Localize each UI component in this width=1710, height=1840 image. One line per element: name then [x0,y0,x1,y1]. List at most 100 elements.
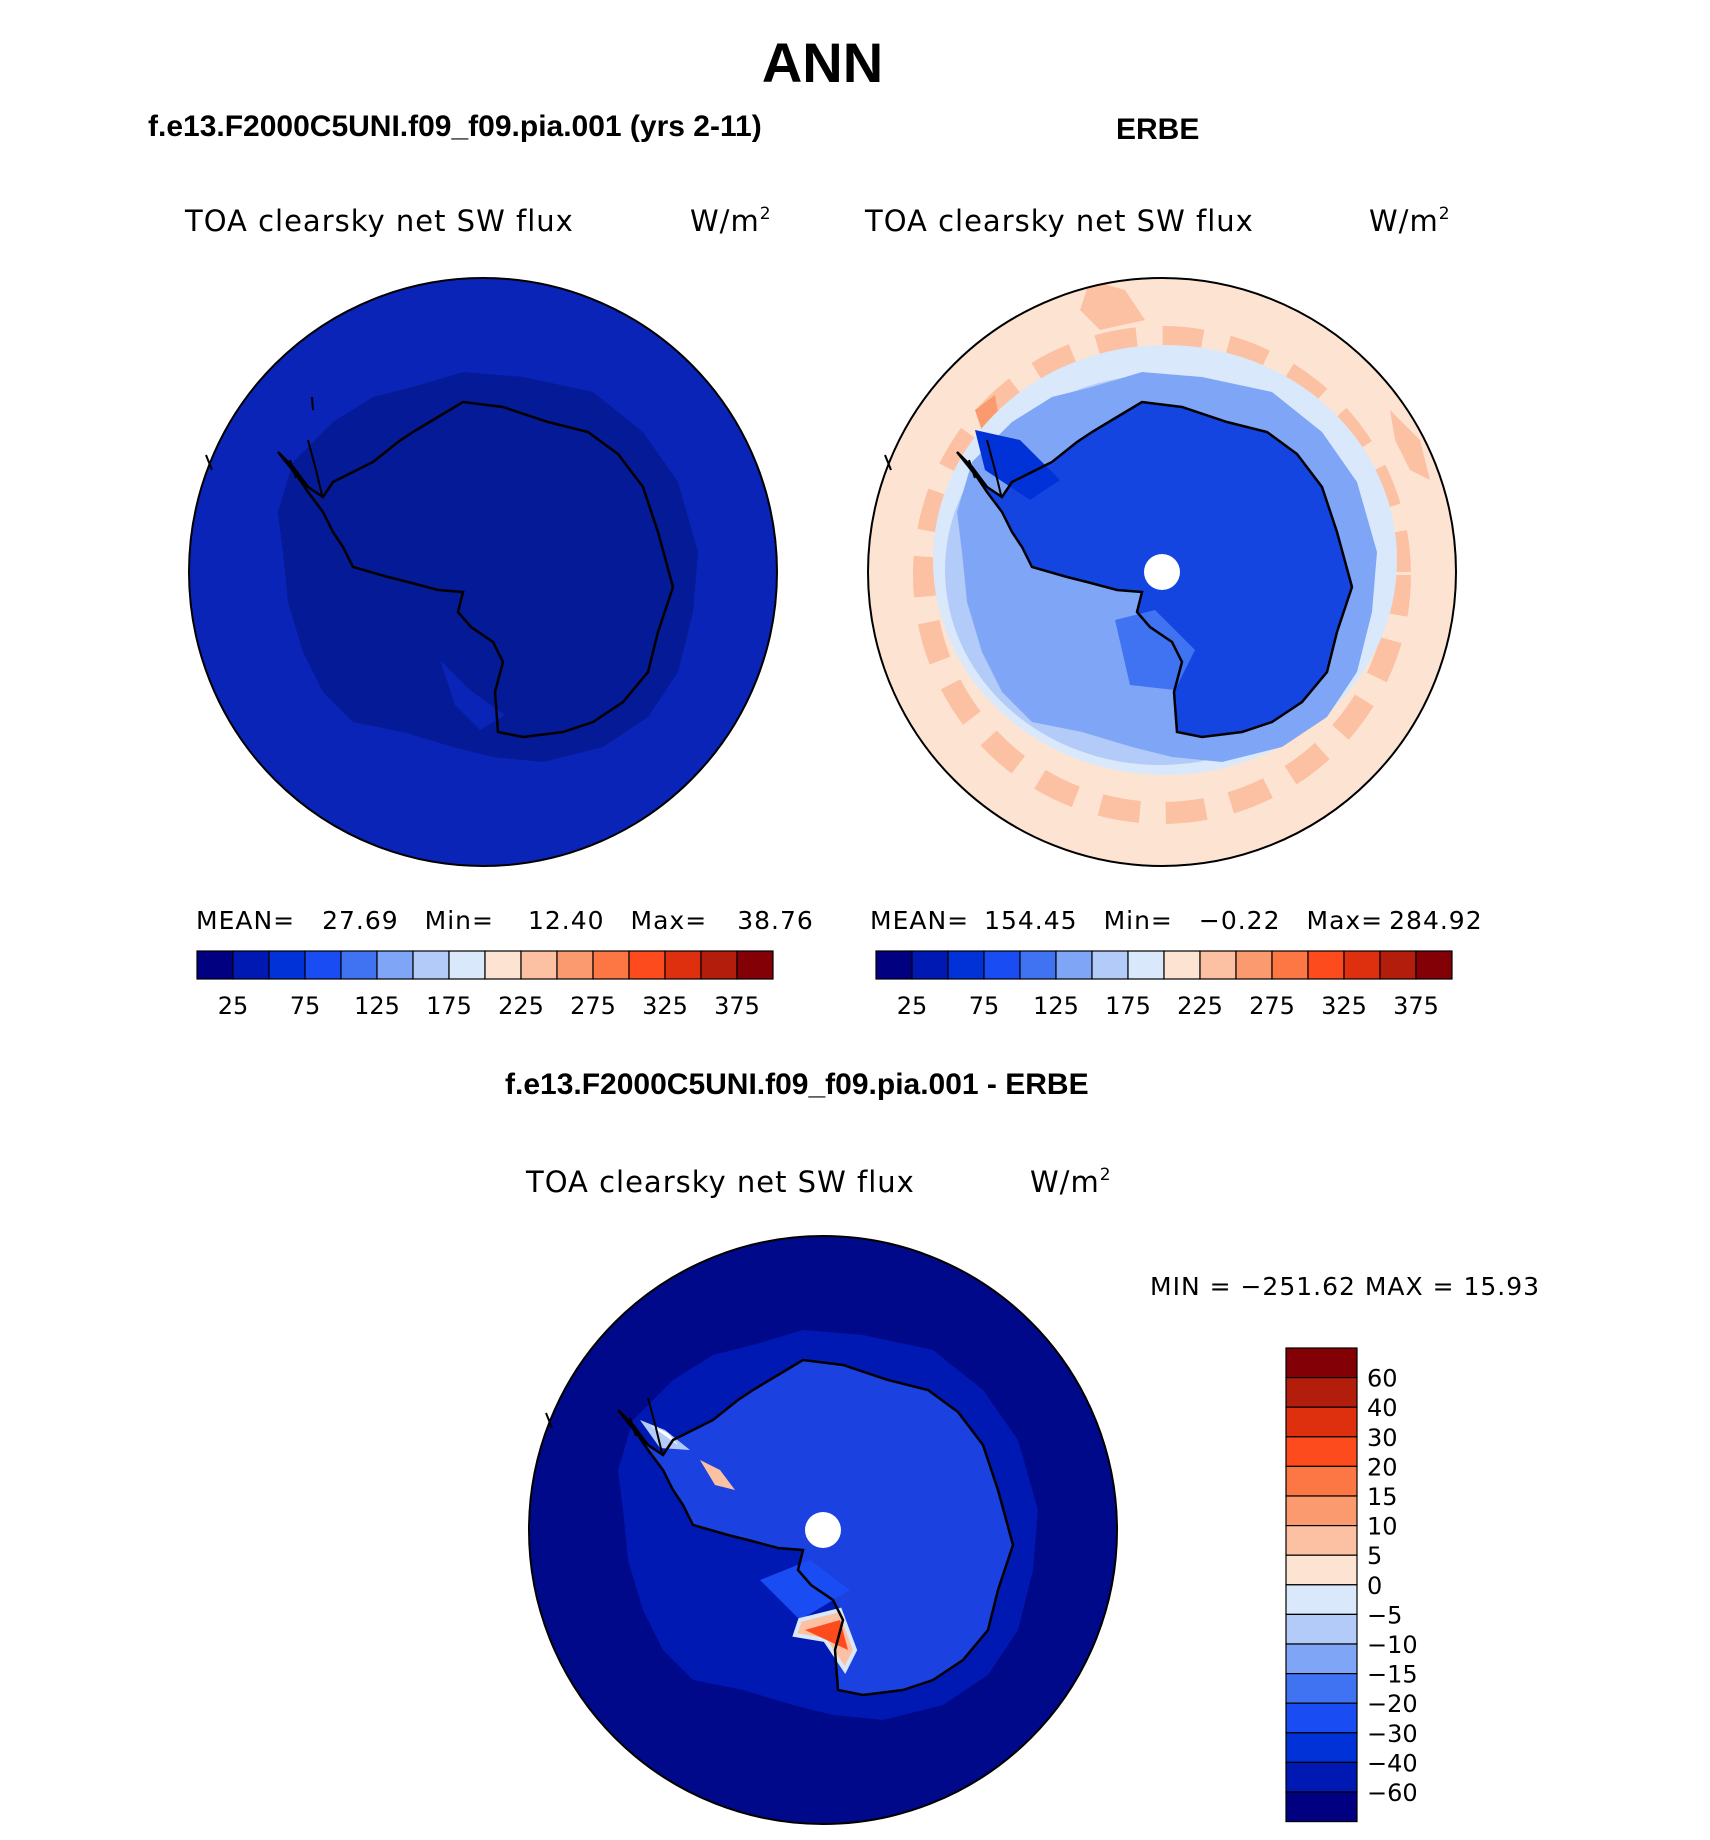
colorbar-tick-label: 325 [1321,992,1367,1020]
colorbar-box [232,950,270,980]
colorbar-box [736,950,774,980]
islands-obs [884,439,1002,496]
colorbar-tick-label: −60 [1367,1779,1418,1807]
map-border-obs [867,277,1457,867]
colorbar-box [556,950,594,980]
colorbar-tick-label: 25 [218,992,249,1020]
colorbar-tick-label: 30 [1367,1424,1398,1452]
colorbar-tick-label: 225 [498,992,544,1020]
colorbar-box [1199,950,1237,980]
colorbar-tick-label: 15 [1367,1483,1398,1511]
antarctic-peninsula-obs [975,430,1060,500]
colorbar-tick-label: 175 [1105,992,1151,1020]
west-antarctica-diff [760,1560,850,1620]
colorbar-box [875,950,913,980]
colorbar-box [1127,950,1165,980]
colorbar-tick-label: 20 [1367,1453,1398,1481]
colorbar-box [628,950,666,980]
colorbar-box [412,950,450,980]
colorbar-box [340,950,378,980]
colorbar-box [1271,950,1309,980]
colorbar-tick-label: 75 [969,992,1000,1020]
colorbar-box [376,950,414,980]
southern-ocean-patch-obs [1080,280,1145,330]
colorbar-box [1285,1613,1358,1645]
map-border-model [188,277,778,867]
pole-hole-diff [805,1512,841,1548]
islands-model [205,396,323,496]
colorbar-box [947,950,985,980]
colorbar-box [1285,1732,1358,1764]
colorbar-tick-label: −20 [1367,1690,1418,1718]
southern-ocean-maxima-obs [913,326,1411,824]
var-title-obs: TOA clearsky net SW flux [865,204,1254,238]
colorbar-model: 25 75 125 175 225 275 325 375 [196,950,774,1020]
peninsula-anomaly-pos-diff [700,1460,735,1490]
stats-obs: MEAN= 154.45 Min= −0.22 Max= 284.92 [870,906,1483,935]
colorbar-tick-label: 125 [354,992,400,1020]
colorbar-tick-label: −10 [1367,1631,1418,1659]
colorbar-box [1285,1702,1358,1734]
colorbar-box [1285,1406,1358,1438]
colorbar-box [304,950,342,980]
colorbar-tick-label: 0 [1367,1572,1382,1600]
colorbar-tick-label: −30 [1367,1720,1418,1748]
colorbar-box [700,950,738,980]
map-obs [867,277,1457,867]
colorbar-tick-label: −40 [1367,1749,1418,1777]
colorbar-tick-label: 325 [642,992,688,1020]
var-title-model: TOA clearsky net SW flux [185,204,574,238]
ross-sea-patch-model [440,660,505,730]
colorbar-box [1285,1761,1358,1793]
colorbar-tick-label: 75 [290,992,321,1020]
colorbar-box [196,950,234,980]
colorbar-box [1285,1495,1358,1527]
colorbar-tick-label: 175 [426,992,472,1020]
units-obs: W/m2 [1369,204,1451,238]
colorbar-tick-label: 5 [1367,1542,1382,1570]
colorbar-box [268,950,306,980]
colorbar-box [1091,950,1129,980]
colorbar-box [1285,1347,1358,1379]
map-model [188,277,778,867]
colorbar-box [1285,1643,1358,1675]
colorbar-tick-label: 40 [1367,1394,1398,1422]
colorbar-tick-label: 10 [1367,1513,1398,1541]
colorbar-box [1285,1584,1358,1616]
colorbar-box [1285,1672,1358,1704]
southern-ocean-patch-obs [1390,410,1430,480]
colorbar-box [1163,950,1201,980]
colorbar-box [1285,1554,1358,1586]
units-diff: W/m2 [1030,1165,1112,1199]
colorbar-tick-label: 60 [1367,1365,1398,1393]
colorbar-box [484,950,522,980]
colorbar-tick-label: 125 [1033,992,1079,1020]
map-border-diff [528,1235,1118,1825]
colorbar-box [1343,950,1381,980]
map-diff [528,1235,1118,1825]
panel-title-diff: f.e13.F2000C5UNI.f09_f09.pia.001 - ERBE [505,1068,1089,1101]
colorbar-box [1285,1376,1358,1408]
colorbar-box [1019,950,1057,980]
colorbar-box [1415,950,1453,980]
colorbar-tick-label: 25 [897,992,928,1020]
colorbar-tick-label: 375 [1393,992,1439,1020]
min-max-diff: MIN = −251.62 MAX = 15.93 [1150,1272,1541,1301]
colorbar-tick-label: 225 [1177,992,1223,1020]
main-title: ANN [761,31,884,94]
colorbar-box [1285,1436,1358,1468]
colorbar-tick-label: −15 [1367,1661,1418,1689]
colorbar-box [592,950,630,980]
colorbar-box [1379,950,1417,980]
islands-diff [545,1397,663,1454]
colorbar-box [911,950,949,980]
ross-ice-shelf-obs [1115,610,1195,690]
colorbar-obs: 25 75 125 175 225 275 325 375 [875,950,1453,1020]
colorbar-box [1307,950,1345,980]
pole-hole-obs [1144,554,1180,590]
colorbar-box [1235,950,1273,980]
colorbar-tick-label: 275 [570,992,616,1020]
colorbar-box [1285,1791,1358,1823]
